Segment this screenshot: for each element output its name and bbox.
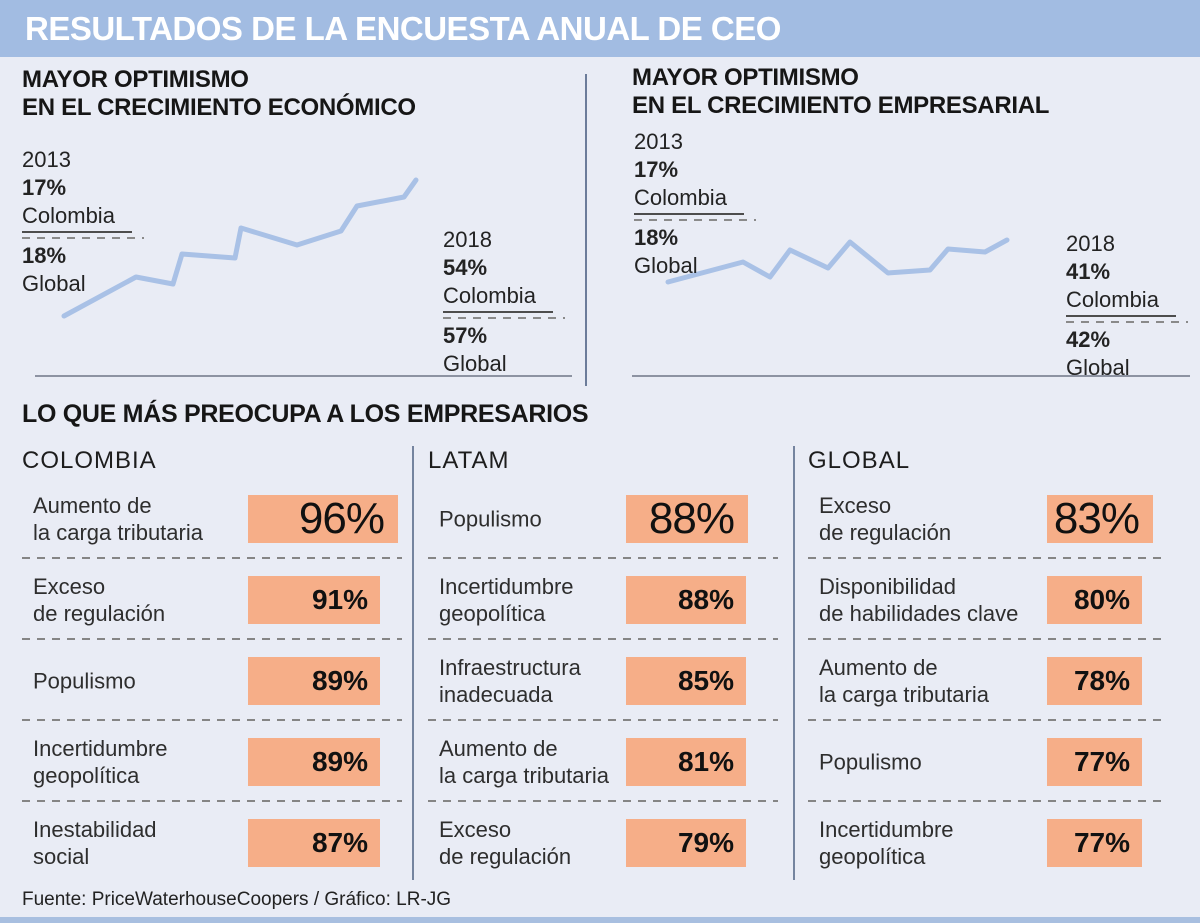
concerns-column-colombia: COLOMBIA Aumento de la carga tributaria 9… (20, 446, 402, 884)
concerns-title: LO QUE MÁS PREOCUPA A LOS EMPRESARIOS (22, 400, 589, 428)
economic-panel-title: MAYOR OPTIMISMO EN EL CRECIMIENTO ECONÓM… (22, 66, 416, 122)
source-credit: Fuente: PriceWaterhouseCoopers / Gráfico… (22, 889, 452, 910)
concern-label: Incertidumbre geopolítica (439, 573, 574, 626)
concern-value-box: 88% (626, 575, 746, 624)
concern-label: Aumento de la carga tributaria (439, 735, 609, 788)
concern-row: Disponibilidad de habilidades clave 80% (806, 559, 1162, 640)
column-header: GLOBAL (808, 447, 911, 474)
bottom-accent-strip (0, 917, 1200, 923)
colombia-series-label: Colombia (1066, 286, 1176, 317)
concern-label: Inestabilidad social (33, 816, 157, 869)
concern-value-box: 96% (248, 494, 398, 543)
column-header: COLOMBIA (22, 447, 157, 474)
business-chart-baseline (632, 375, 1190, 377)
concern-label: Populismo (819, 749, 922, 774)
concern-label: Disponibilidad de habilidades clave (819, 573, 1019, 626)
economic-chart-baseline (35, 375, 572, 377)
concern-label: Populismo (33, 668, 136, 693)
colombia-series-label: Colombia (443, 282, 553, 313)
global-end-value: 57% (443, 323, 488, 348)
global-start-value: 18% (22, 243, 67, 268)
dashed-separator (22, 237, 144, 239)
global-start-value: 18% (634, 225, 679, 250)
year-label: 2018 (443, 227, 492, 252)
concern-value-box: 88% (626, 494, 748, 543)
colombia-series-label: Colombia (634, 184, 744, 215)
business-panel-title-line1: MAYOR OPTIMISMO (632, 64, 859, 91)
concern-label: Populismo (439, 506, 542, 531)
concern-value-box: 81% (626, 737, 746, 786)
concern-rows: Populismo 88% Incertidumbre geopolítica 88%… (426, 478, 778, 883)
column-divider (412, 446, 414, 880)
concern-value-box: 80% (1047, 575, 1142, 624)
dashed-separator (443, 317, 565, 319)
concern-rows: Exceso de regulación 83% Disponibilidad de… (806, 478, 1162, 883)
concerns-column-latam: LATAM Populismo 88% Incertidumbre geopolít… (426, 446, 778, 884)
concern-value-box: 91% (248, 575, 380, 624)
business-2018-labels: 2018 41% Colombia 42% Global (1066, 230, 1188, 382)
concern-value-box: 89% (248, 656, 380, 705)
business-panel-title-line2: EN EL CRECIMIENTO EMPRESARIAL (632, 92, 1050, 119)
concern-row: Exceso de regulación 83% (806, 478, 1162, 559)
global-series-label: Global (1066, 355, 1130, 380)
economic-2018-labels: 2018 54% Colombia 57% Global (443, 226, 565, 378)
concern-label: Aumento de la carga tributaria (819, 654, 989, 707)
year-label: 2013 (22, 147, 71, 172)
concern-value-box: 79% (626, 818, 746, 867)
concerns-column-global: GLOBAL Exceso de regulación 83% Disponibil… (806, 446, 1162, 884)
concern-label: Exceso de regulación (439, 816, 572, 869)
concern-row: Exceso de regulación 91% (20, 559, 402, 640)
concern-value-box: 77% (1047, 737, 1142, 786)
concern-value-box: 89% (248, 737, 380, 786)
business-2013-labels: 2013 17% Colombia 18% Global (634, 128, 756, 280)
colombia-end-value: 41% (1066, 259, 1111, 284)
dashed-separator (634, 219, 756, 221)
concern-row: Populismo 77% (806, 721, 1162, 802)
banner: RESULTADOS DE LA ENCUESTA ANUAL DE CEO (0, 0, 1200, 57)
economic-panel-title-line2: EN EL CRECIMIENTO ECONÓMICO (22, 94, 416, 121)
concern-row: Aumento de la carga tributaria 96% (20, 478, 402, 559)
concern-row: Exceso de regulación 79% (426, 802, 778, 883)
concern-row: Aumento de la carga tributaria 81% (426, 721, 778, 802)
concern-label: Aumento de la carga tributaria (33, 492, 203, 545)
column-header: LATAM (428, 447, 510, 474)
concern-label: Incertidumbre geopolítica (819, 816, 954, 869)
concern-row: Aumento de la carga tributaria 78% (806, 640, 1162, 721)
year-label: 2018 (1066, 231, 1115, 256)
panel-divider (585, 74, 587, 386)
concern-row: Infraestructura inadecuada 85% (426, 640, 778, 721)
concern-row: Incertidumbre geopolítica 89% (20, 721, 402, 802)
concern-label: Infraestructura inadecuada (439, 654, 581, 707)
economic-panel-title-line1: MAYOR OPTIMISMO (22, 66, 249, 93)
page-title: RESULTADOS DE LA ENCUESTA ANUAL DE CEO (25, 10, 781, 47)
global-series-label: Global (22, 271, 86, 296)
concern-label: Incertidumbre geopolítica (33, 735, 168, 788)
economic-2013-labels: 2013 17% Colombia 18% Global (22, 146, 144, 298)
colombia-end-value: 54% (443, 255, 488, 280)
concern-value-box: 85% (626, 656, 746, 705)
concern-row: Populismo 89% (20, 640, 402, 721)
column-divider (793, 446, 795, 880)
concern-value-box: 78% (1047, 656, 1142, 705)
concern-row: Incertidumbre geopolítica 77% (806, 802, 1162, 883)
business-panel-title: MAYOR OPTIMISMO EN EL CRECIMIENTO EMPRES… (632, 64, 1049, 120)
concern-row: Incertidumbre geopolítica 88% (426, 559, 778, 640)
concern-value-box: 77% (1047, 818, 1142, 867)
concern-row: Inestabilidad social 87% (20, 802, 402, 883)
year-label: 2013 (634, 129, 683, 154)
colombia-start-value: 17% (634, 157, 679, 182)
colombia-start-value: 17% (22, 175, 67, 200)
concern-value-box: 87% (248, 818, 380, 867)
concern-label: Exceso de regulación (33, 573, 166, 626)
global-series-label: Global (634, 253, 698, 278)
global-end-value: 42% (1066, 327, 1111, 352)
concern-label: Exceso de regulación (819, 492, 952, 545)
concern-value-box: 83% (1047, 494, 1153, 543)
dashed-separator (1066, 321, 1188, 323)
concern-row: Populismo 88% (426, 478, 778, 559)
concern-rows: Aumento de la carga tributaria 96% Exceso … (20, 478, 402, 883)
colombia-series-label: Colombia (22, 202, 132, 233)
global-series-label: Global (443, 351, 507, 376)
